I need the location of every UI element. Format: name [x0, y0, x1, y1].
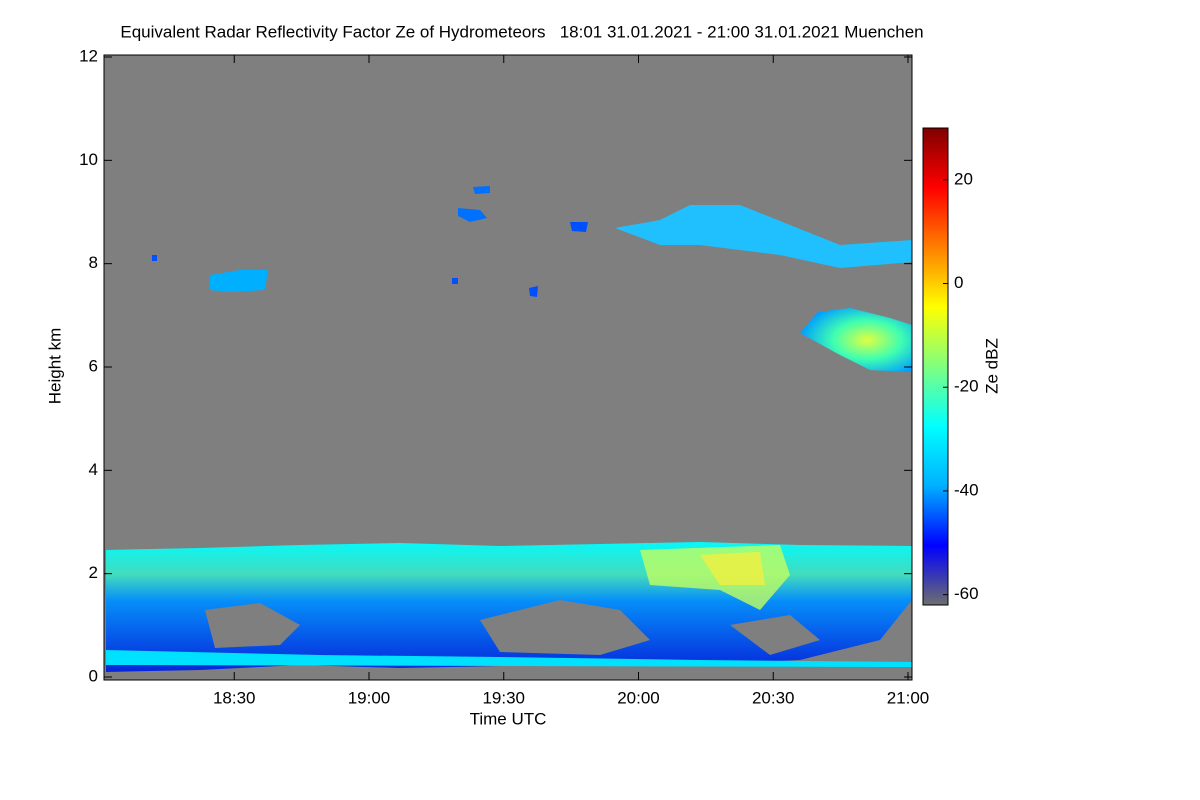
- x-tick-label: 20:30: [752, 688, 795, 707]
- echo-small: [458, 208, 487, 222]
- y-tick-label: 12: [79, 46, 98, 65]
- y-tick-label: 2: [89, 563, 98, 582]
- x-tick-label: 21:00: [887, 688, 930, 707]
- echo-gap: [480, 600, 650, 655]
- y-tick-label: 10: [79, 150, 98, 169]
- echo-small: [152, 255, 157, 261]
- y-tick-label: 8: [89, 253, 98, 272]
- echo-boundary-layer: [106, 542, 912, 672]
- y-tick-label: 6: [89, 356, 98, 375]
- echo-cell: [800, 308, 912, 372]
- echo-small: [210, 270, 268, 292]
- x-tick-label: 20:00: [617, 688, 660, 707]
- echo-bright: [700, 552, 765, 585]
- echo-gap: [205, 603, 300, 648]
- echo-gap: [730, 615, 820, 655]
- echo-small: [473, 186, 490, 194]
- echo-small: [452, 278, 458, 284]
- echo-small: [529, 286, 538, 297]
- colorbar-tick-label: -40: [954, 480, 979, 499]
- echo-cirrus: [615, 205, 912, 268]
- colorbar: [922, 127, 949, 606]
- radar-echoes: [106, 186, 912, 672]
- echo-ground: [106, 650, 912, 667]
- colorbar-label: Ze dBZ: [982, 338, 1001, 394]
- echo-small: [570, 222, 588, 232]
- colorbar-tick-label: 20: [954, 169, 973, 188]
- x-axis-label: Time UTC: [470, 709, 547, 728]
- y-tick-label: 0: [89, 666, 98, 685]
- colorbar-tick-label: 0: [954, 273, 963, 292]
- y-axis-label: Height km: [45, 328, 64, 405]
- x-tick-label: 19:30: [482, 688, 525, 707]
- x-tick-label: 19:00: [348, 688, 391, 707]
- x-tick-label: 18:30: [213, 688, 256, 707]
- colorbar-tick-label: -20: [954, 377, 979, 396]
- colorbar-tick-label: -60: [954, 584, 979, 603]
- chart-title: Equivalent Radar Reflectivity Factor Ze …: [120, 22, 923, 41]
- y-tick-label: 4: [89, 460, 98, 479]
